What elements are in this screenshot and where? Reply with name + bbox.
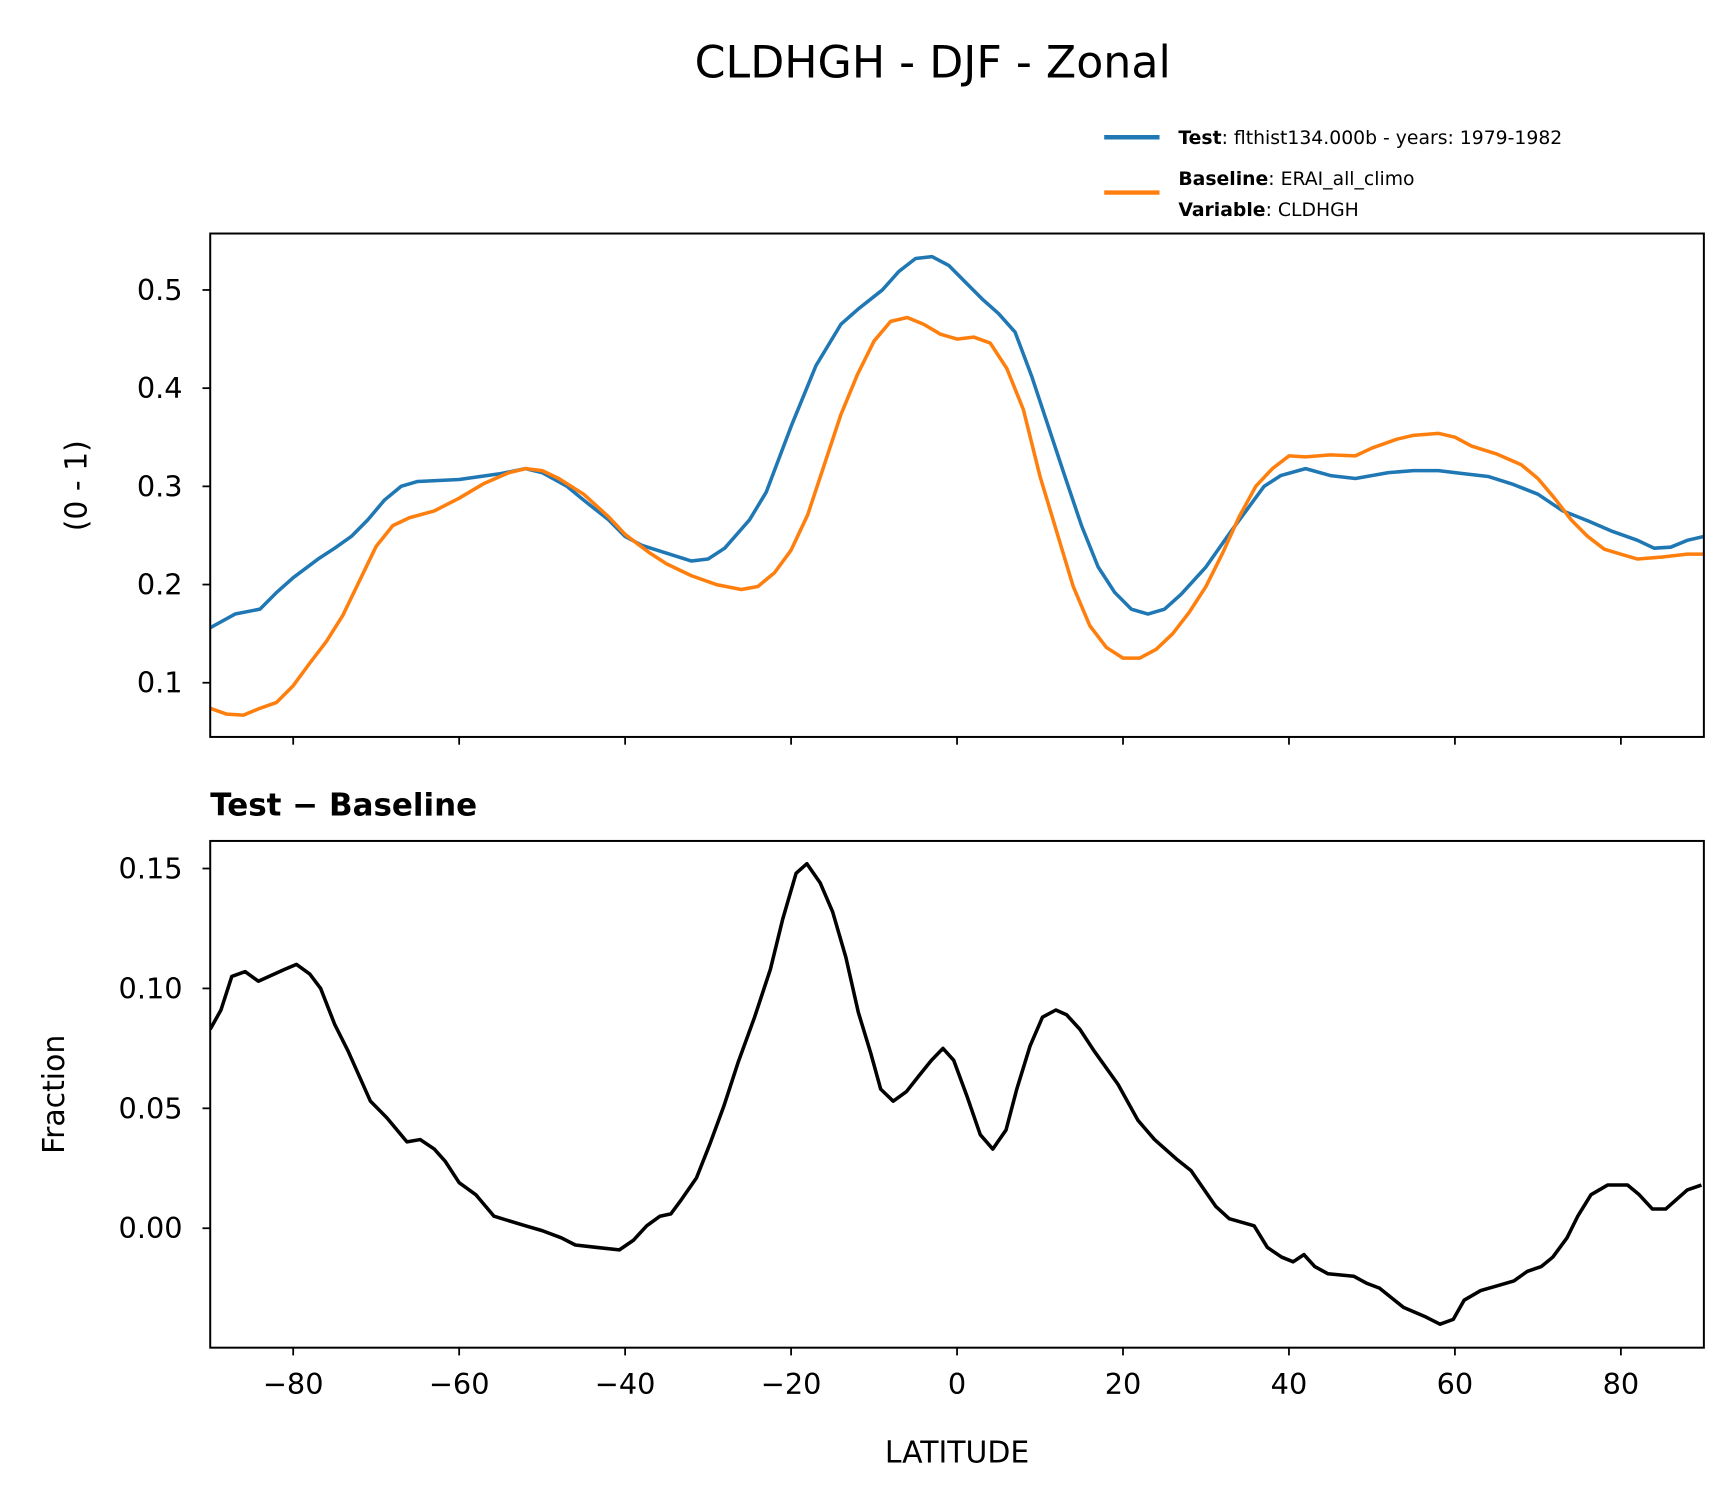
x-tick-label: 80 [1603,1367,1640,1401]
svg-text:Baseline: ERAI_all_climo: Baseline: ERAI_all_climo [1178,169,1414,190]
y-tick-label: 0.4 [137,371,183,405]
x-axis-label: LATITUDE [885,1436,1029,1471]
svg-text:Test: flthist134.000b - years:: Test: flthist134.000b - years: 1979-1982 [1178,128,1562,149]
legend-variable-label: Variable [1178,200,1265,221]
x-tick-label: 0 [948,1367,966,1401]
x-tick-label: 40 [1271,1367,1308,1401]
legend-baseline-label: Baseline [1178,169,1268,190]
y-tick-label: 0.1 [137,666,183,700]
bottom-y-axis-label: Fraction [37,1035,72,1154]
bottom-axes: −80 −60 −40 −20 0 20 40 60 80 0.00 0.05 0.10 0.15 [119,839,1705,1401]
x-tick-label: −20 [761,1367,822,1401]
x-tick-label: −80 [263,1367,324,1401]
series-line-test-baseline [210,861,1703,1326]
top-y-axis-label: (0 - 1) [59,440,94,531]
legend-test-label: Test [1178,128,1221,149]
series-line-baseline [210,315,1704,717]
top-axes: 0.1 0.2 0.3 0.4 0.5 [137,232,1705,745]
series-line-test [210,254,1704,630]
bottom-axes-title: Test − Baseline [210,787,477,823]
y-tick-label: 0.15 [119,851,183,885]
legend: Test: flthist134.000b - years: 1979-1982… [1104,128,1562,221]
y-tick-label: 0.00 [119,1211,183,1245]
axes-frame [209,839,1705,1349]
y-tick-label: 0.2 [137,568,183,602]
x-tick-label: 60 [1437,1367,1474,1401]
svg-text:Variable: CLDHGH: Variable: CLDHGH [1178,200,1358,221]
legend-test-text: : flthist134.000b - years: 1979-1982 [1222,128,1563,149]
legend-variable-text: : CLDHGH [1266,200,1359,221]
figure-title: CLDHGH - DJF - Zonal [695,38,1171,89]
y-tick-label: 0.5 [137,273,183,307]
y-tick-label: 0.10 [119,971,183,1005]
y-tick-label: 0.05 [119,1091,183,1125]
x-tick-label: −40 [595,1367,656,1401]
y-tick-label: 0.3 [137,469,183,503]
x-tick-label: 20 [1105,1367,1142,1401]
legend-baseline-text: : ERAI_all_climo [1268,169,1414,190]
axes-frame [209,232,1705,738]
x-tick-label: −60 [429,1367,490,1401]
